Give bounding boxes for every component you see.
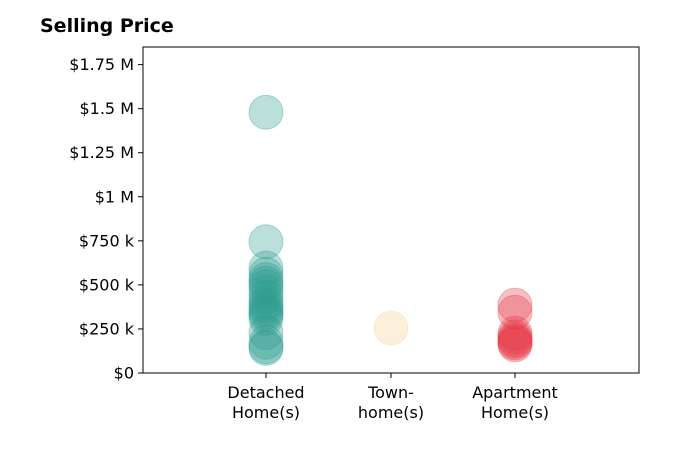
- y-tick-label: $1.5 M: [79, 99, 134, 118]
- data-point: [497, 325, 533, 361]
- data-points: [248, 94, 533, 366]
- chart-title: Selling Price: [40, 15, 174, 37]
- y-axis: $0 $250 k $500 k $750 k $1 M $1.25 M $1.5 M $1.…: [69, 55, 143, 383]
- data-point: [497, 327, 533, 363]
- data-point: [248, 250, 284, 286]
- data-point: [248, 224, 284, 260]
- data-point: [248, 297, 284, 333]
- data-point: [248, 274, 284, 310]
- data-point: [248, 324, 284, 360]
- data-point: [248, 292, 284, 328]
- data-point: [248, 294, 284, 330]
- y-tick-label: $0: [114, 364, 134, 383]
- data-point: [248, 262, 284, 298]
- data-point: [248, 330, 284, 366]
- data-point: [373, 310, 409, 346]
- data-point: [248, 314, 284, 350]
- y-tick-label: $1 M: [95, 187, 134, 206]
- data-point: [497, 315, 533, 351]
- data-point: [497, 319, 533, 355]
- data-point: [248, 94, 284, 130]
- data-point: [248, 265, 284, 301]
- data-point: [248, 256, 284, 292]
- data-point: [248, 288, 284, 324]
- y-tick-label: $1.25 M: [69, 143, 134, 162]
- data-point: [248, 269, 284, 305]
- data-point: [497, 287, 533, 323]
- y-tick-label: $1.75 M: [69, 55, 134, 74]
- data-point: [248, 300, 284, 336]
- data-point: [497, 294, 533, 330]
- x-tick-label: Town-home(s): [358, 383, 424, 422]
- y-tick-label: $250 k: [79, 319, 135, 338]
- data-point: [497, 323, 533, 359]
- x-tick-label: Apartment Home(s): [472, 383, 558, 422]
- y-tick-label: $500 k: [79, 275, 135, 294]
- data-point: [248, 329, 284, 365]
- x-axis: Detached Home(s) Town-home(s) Apartment Home…: [227, 373, 558, 422]
- x-tick-label: Detached Home(s): [227, 383, 304, 422]
- data-point: [248, 279, 284, 315]
- data-point: [497, 322, 533, 358]
- y-tick-label: $750 k: [79, 231, 135, 250]
- data-point: [248, 285, 284, 321]
